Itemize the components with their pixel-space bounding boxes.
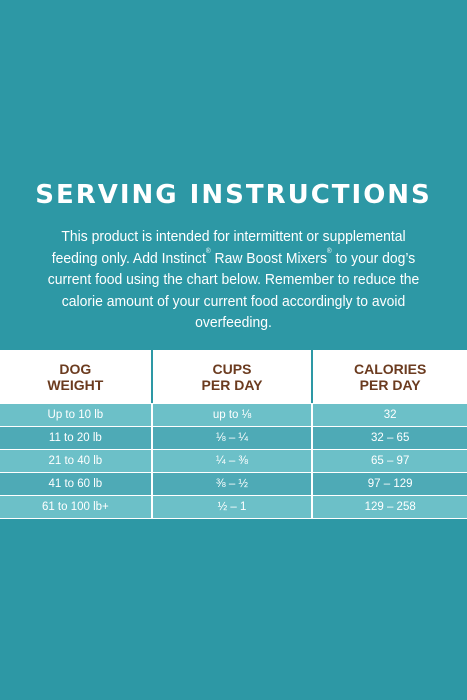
header-calories-per-day: CALORIES PER DAY bbox=[311, 350, 467, 403]
serving-description: This product is intended for intermitten… bbox=[37, 226, 430, 334]
cell-weight: Up to 10 lb bbox=[47, 409, 104, 421]
cell-calories: 32 – 65 bbox=[311, 427, 467, 449]
table-row: 61 to 100 lb+ ½ – 1 129 – 258 bbox=[0, 495, 467, 519]
table-row: Up to 10 lb up to ⅛ 32 bbox=[0, 403, 467, 426]
cell-cups: ¼ – ⅜ bbox=[150, 450, 312, 472]
registered-mark: ® bbox=[326, 247, 332, 255]
feeding-chart-table: DOG WEIGHT CUPS PER DAY CALORIES PER DAY… bbox=[0, 350, 467, 519]
cell-calories: 65 – 97 bbox=[311, 450, 467, 472]
description-text-1: This product is intended for intermitten… bbox=[51, 228, 406, 267]
cell-cups: ⅛ – ¼ bbox=[150, 427, 312, 449]
cell-weight: 41 to 60 lb bbox=[48, 478, 103, 490]
table-row: 21 to 40 lb ¼ – ⅜ 65 – 97 bbox=[0, 449, 467, 472]
table-header: DOG WEIGHT CUPS PER DAY CALORIES PER DAY bbox=[0, 350, 467, 403]
page-title: SERVING INSTRUCTIONS bbox=[35, 180, 432, 210]
header-dog-weight: DOG WEIGHT bbox=[47, 360, 104, 393]
cell-weight: 11 to 20 lb bbox=[48, 432, 102, 444]
cell-cups: ⅜ – ½ bbox=[150, 473, 312, 495]
table-row: 41 to 60 lb ⅜ – ½ 97 – 129 bbox=[0, 472, 467, 495]
description-text-3: to your dog’s current food using the cha… bbox=[47, 249, 420, 332]
cell-calories: 32 bbox=[311, 404, 467, 426]
cell-cups: ½ – 1 bbox=[150, 496, 312, 518]
description-text-2: Raw Boost Mixers bbox=[210, 249, 327, 267]
cell-calories: 129 – 258 bbox=[311, 496, 467, 518]
cell-weight: 61 to 100 lb+ bbox=[41, 501, 109, 513]
registered-mark: ® bbox=[205, 247, 211, 255]
cell-weight: 21 to 40 lb bbox=[48, 455, 103, 467]
table-row: 11 to 20 lb ⅛ – ¼ 32 – 65 bbox=[0, 426, 467, 449]
header-cups-per-day: CUPS PER DAY bbox=[150, 350, 312, 403]
cell-calories: 97 – 129 bbox=[311, 473, 467, 495]
cell-cups: up to ⅛ bbox=[150, 404, 312, 426]
